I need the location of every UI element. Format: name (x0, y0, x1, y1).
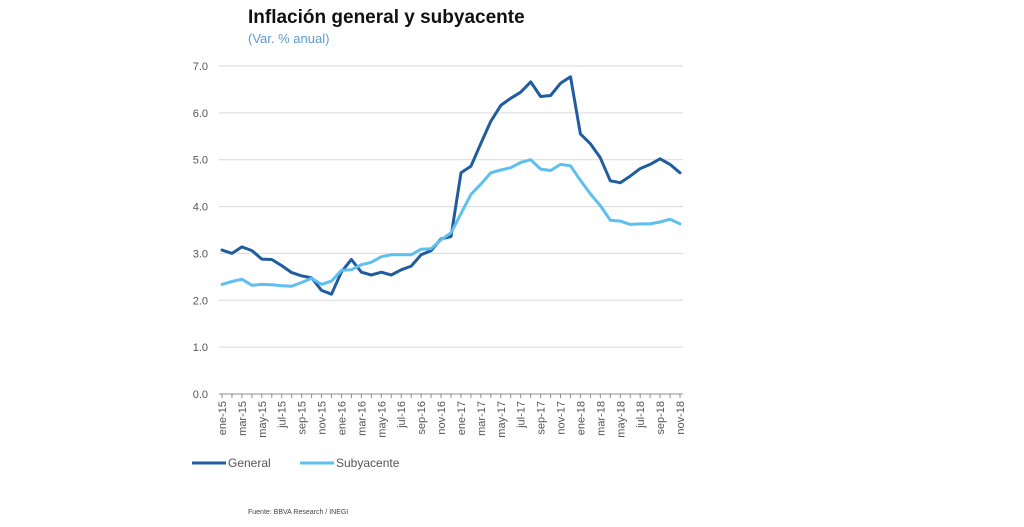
chart-title: Inflación general y subyacente (248, 7, 525, 28)
x-tick-label: may-15 (257, 401, 269, 438)
x-tick-label: sep-18 (655, 401, 667, 435)
x-tick-label: may-18 (615, 401, 627, 438)
x-tick-label: mar-17 (476, 401, 488, 436)
x-tick-label: nov-15 (317, 401, 329, 435)
legend-label-subyacente: Subyacente (336, 456, 400, 470)
y-tick-label: 1.0 (193, 342, 208, 354)
x-tick-label: mar-16 (356, 401, 368, 436)
chart-subtitle: (Var. % anual) (248, 31, 330, 46)
source-note: Fuente: BBVA Research / INEGI (248, 509, 349, 516)
y-tick-label: 4.0 (193, 202, 208, 214)
x-tick-label: nov-16 (436, 401, 448, 435)
x-tick-label: sep-15 (297, 401, 309, 435)
series-line-subyacente (220, 158, 682, 288)
y-tick-label: 2.0 (193, 295, 208, 307)
x-tick-label: sep-16 (416, 401, 428, 435)
x-tick-label: may-17 (496, 401, 508, 438)
x-tick-label: jul-15 (277, 401, 289, 429)
series-line-general (220, 75, 682, 296)
x-tick-label: mar-18 (595, 401, 607, 436)
x-tick-label: may-16 (376, 401, 388, 438)
y-tick-label: 0.0 (193, 389, 208, 401)
x-tick-label: jul-17 (516, 401, 528, 429)
y-tick-label: 5.0 (193, 155, 208, 167)
x-tick-label: ene-17 (456, 401, 468, 435)
x-tick-label: nov-18 (675, 401, 687, 435)
x-tick-label: jul-16 (396, 401, 408, 429)
x-tick-label: mar-15 (237, 401, 249, 436)
legend-label-general: General (228, 456, 271, 470)
x-tick-label: ene-16 (336, 401, 348, 435)
x-tick-label: ene-15 (217, 401, 229, 435)
y-tick-label: 3.0 (193, 248, 208, 260)
x-tick-label: jul-18 (635, 401, 647, 429)
y-tick-label: 7.0 (193, 61, 208, 73)
x-tick-label: sep-17 (536, 401, 548, 435)
x-tick-label: ene-18 (575, 401, 587, 435)
x-tick-label: nov-17 (556, 401, 568, 435)
y-tick-label: 6.0 (193, 108, 208, 120)
